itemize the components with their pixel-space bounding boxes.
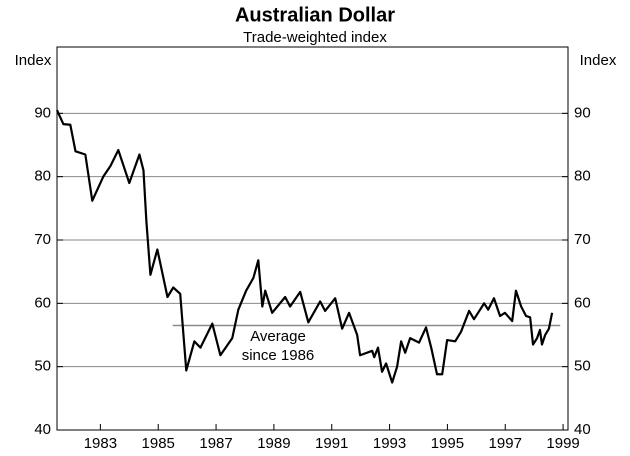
data-line bbox=[55, 109, 554, 384]
x-tick-label: 1999 bbox=[546, 435, 579, 452]
x-tick-label: 1983 bbox=[84, 435, 117, 452]
y-axis-label: Index bbox=[15, 52, 52, 69]
chart-title: Australian Dollar bbox=[235, 4, 395, 26]
y2-tick-label: 60 bbox=[574, 294, 591, 311]
x-tick-label: 1991 bbox=[315, 435, 348, 452]
y2-tick-label: 80 bbox=[574, 168, 591, 185]
average-label: Average bbox=[250, 328, 306, 345]
x-tick-label: 1989 bbox=[257, 435, 290, 452]
y-tick-label: 70 bbox=[34, 231, 51, 248]
y2-axis-label: Index bbox=[580, 52, 617, 69]
chart-subtitle: Trade-weighted index bbox=[243, 29, 387, 46]
x-tick-label: 1985 bbox=[142, 435, 175, 452]
y-tick-label: 60 bbox=[34, 294, 51, 311]
y2-tick-label: 50 bbox=[574, 358, 591, 375]
y2-tick-label: 90 bbox=[574, 104, 591, 121]
y2-tick-label: 70 bbox=[574, 231, 591, 248]
x-tick-label: 1993 bbox=[373, 435, 406, 452]
x-tick-label: 1997 bbox=[489, 435, 522, 452]
y-tick-label: 90 bbox=[34, 104, 51, 121]
y-tick-label: 40 bbox=[34, 421, 51, 438]
y2-tick-label: 40 bbox=[574, 421, 591, 438]
y-tick-label: 80 bbox=[34, 168, 51, 185]
average-label: since 1986 bbox=[242, 347, 315, 364]
plot-frame bbox=[56, 46, 569, 431]
y-tick-label: 50 bbox=[34, 358, 51, 375]
x-tick-label: 1987 bbox=[199, 435, 232, 452]
x-tick-label: 1995 bbox=[431, 435, 464, 452]
